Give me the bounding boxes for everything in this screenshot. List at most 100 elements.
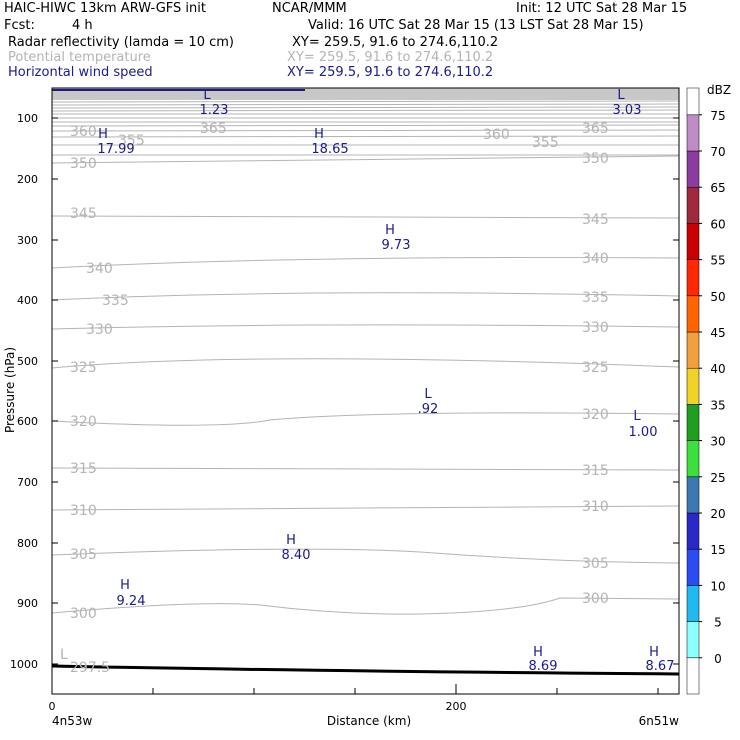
init-time: Init: 12 UTC Sat 28 Mar 15 bbox=[516, 1, 688, 16]
theta-contour-305 bbox=[51, 548, 680, 564]
field-reflectivity-xy: XY= 259.5, 91.6 to 274.6,110.2 bbox=[292, 35, 499, 50]
theta-label: 360 bbox=[70, 124, 97, 140]
theta-label: 360 bbox=[483, 127, 510, 143]
theta-contour-350 bbox=[51, 155, 680, 164]
theta-label: 340 bbox=[86, 261, 113, 277]
theta-label: 345 bbox=[582, 212, 609, 228]
wind-extremum-kind: L bbox=[203, 88, 211, 103]
x-end-label: 6n51w bbox=[639, 714, 680, 728]
theta-labels: 365 365 360 360 355 355 350 350 345 345 … bbox=[70, 121, 609, 676]
wind-extremum-value: 8.40 bbox=[282, 548, 311, 563]
x-tick-label: 0 bbox=[49, 700, 56, 713]
colorbar-label: 45 bbox=[710, 326, 725, 340]
colorbar-swatch bbox=[686, 223, 700, 260]
colorbar-label: 20 bbox=[710, 507, 725, 521]
colorbar-label: 35 bbox=[710, 398, 725, 412]
x-tick-label: 200 bbox=[446, 700, 467, 713]
model-title: HAIC-HIWC 13km ARW-GFS init bbox=[4, 1, 206, 16]
colorbar-label: 10 bbox=[710, 579, 725, 593]
theta-label: 345 bbox=[70, 206, 97, 222]
field-wind-name: Horizontal wind speed bbox=[8, 65, 153, 80]
theta-label: 350 bbox=[582, 151, 609, 167]
colorbar-label: 60 bbox=[710, 217, 725, 231]
theta-label: 335 bbox=[582, 290, 609, 306]
x-axis-label: Distance (km) bbox=[327, 714, 411, 728]
field-reflectivity-name: Radar reflectivity (lamda = 10 cm) bbox=[8, 35, 234, 50]
colorbar-swatch bbox=[686, 585, 700, 622]
theta-label: 300 bbox=[582, 591, 609, 607]
theta-label: 305 bbox=[582, 556, 609, 572]
theta-contour-300 bbox=[51, 597, 680, 615]
x-axis-ticks bbox=[152, 684, 659, 694]
wind-extremum-kind: L bbox=[60, 647, 68, 663]
fcst-label: Fcst: bbox=[4, 18, 35, 33]
colorbar-swatch bbox=[686, 150, 700, 188]
theta-contour-345 bbox=[51, 215, 680, 219]
colorbar-swatch bbox=[686, 512, 700, 550]
theta-label: 355 bbox=[532, 135, 559, 151]
colorbar-label: 50 bbox=[710, 290, 725, 304]
wind-extremum-kind: H bbox=[385, 223, 395, 238]
y-tick-label: 900 bbox=[17, 597, 38, 610]
wind-extremum-value: .92 bbox=[418, 402, 439, 417]
theta-contour-335 bbox=[51, 292, 680, 301]
theta-label: 340 bbox=[582, 251, 609, 267]
wind-extremum-value: 18.65 bbox=[311, 142, 348, 157]
theta-label: 330 bbox=[86, 322, 113, 338]
colorbar-label: 30 bbox=[710, 435, 725, 449]
theta-label: 310 bbox=[582, 499, 609, 515]
y-axis-ticks bbox=[52, 117, 679, 665]
colorbar-swatch bbox=[686, 657, 700, 695]
wind-extremum-kind: L bbox=[424, 387, 432, 402]
colorbar-swatch bbox=[686, 331, 700, 369]
wind-extremum-kind: H bbox=[649, 645, 659, 660]
upper-contour-band bbox=[51, 88, 680, 156]
theta-label: 320 bbox=[70, 414, 97, 430]
theta-label: 315 bbox=[70, 461, 97, 477]
y-axis-label: Pressure (hPa) bbox=[3, 347, 17, 433]
theta-contour-325 bbox=[51, 358, 680, 369]
colorbar-swatch bbox=[686, 186, 700, 224]
y-tick-label: 600 bbox=[17, 415, 38, 428]
colorbar-label: 15 bbox=[710, 543, 725, 557]
colorbar-swatch bbox=[686, 295, 700, 333]
x-start-label: 4n53w bbox=[52, 714, 93, 728]
colorbar-swatch bbox=[686, 114, 700, 152]
colorbar-swatch bbox=[686, 621, 700, 659]
wind-extremum-value: 3.03 bbox=[613, 103, 642, 118]
wind-extremum-kind: H bbox=[286, 533, 296, 548]
theta-contours bbox=[51, 155, 680, 615]
y-tick-label: 100 bbox=[17, 112, 38, 125]
wind-extremum-kind: H bbox=[98, 127, 108, 142]
colorbar-label: 70 bbox=[710, 145, 725, 159]
colorbar-swatch bbox=[686, 87, 700, 116]
org-label: NCAR/MMM bbox=[272, 1, 347, 16]
theta-label: 320 bbox=[582, 407, 609, 423]
y-tick-label: 400 bbox=[17, 294, 38, 307]
fcst-value: 4 h bbox=[72, 18, 93, 33]
colorbar-label: 75 bbox=[710, 109, 725, 123]
colorbar-swatch bbox=[686, 367, 700, 405]
wind-extrema: L 1.23 L 3.03 H 17.99 H 18.65 H 9.73 L .… bbox=[60, 88, 674, 674]
colorbar-label: 25 bbox=[710, 471, 725, 485]
colorbar-swatch bbox=[686, 548, 700, 586]
theta-contour-340 bbox=[51, 256, 680, 269]
wind-extremum-value: 17.99 bbox=[97, 142, 134, 157]
y-tick-label: 500 bbox=[17, 355, 38, 368]
colorbar-swatch bbox=[686, 404, 700, 441]
colorbar-swatch bbox=[686, 440, 700, 478]
y-tick-label: 700 bbox=[17, 476, 38, 489]
wind-extremum-value: 8.69 bbox=[529, 659, 558, 674]
field-wind-xy: XY= 259.5, 91.6 to 274.6,110.2 bbox=[287, 65, 494, 80]
y-tick-label: 300 bbox=[17, 234, 38, 247]
theta-contour-315 bbox=[51, 467, 680, 471]
theta-label: 310 bbox=[70, 503, 97, 519]
ground-line bbox=[51, 664, 680, 676]
colorbar-label: 5 bbox=[714, 616, 722, 630]
wind-extremum-kind: L bbox=[617, 88, 625, 103]
theta-label: 300 bbox=[70, 606, 97, 622]
colorbar-label: 55 bbox=[710, 254, 725, 268]
colorbar-swatch bbox=[686, 259, 700, 297]
colorbar-swatch bbox=[686, 476, 700, 514]
